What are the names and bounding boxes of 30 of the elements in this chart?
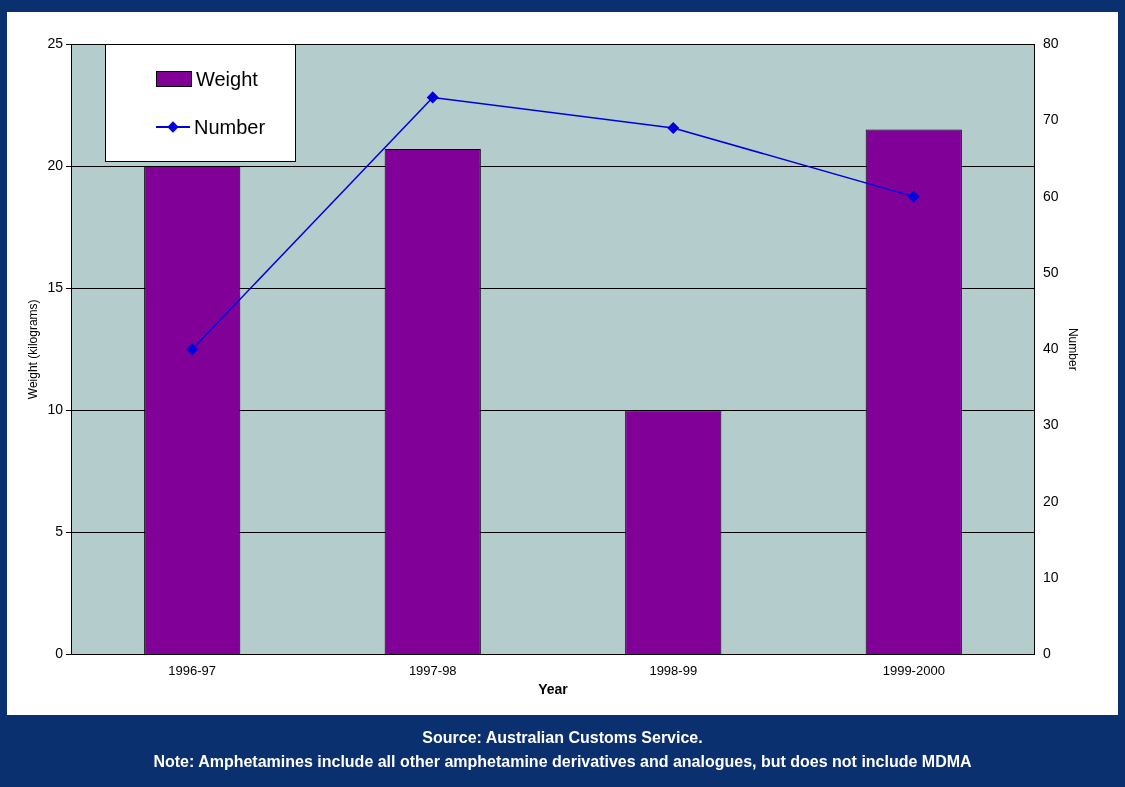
y2-tick-label: 20 (1043, 492, 1059, 509)
source-note: Source: Australian Customs Service. (421, 728, 704, 748)
y2-tick-label: 50 (1043, 263, 1059, 280)
y2-tick-label: 60 (1043, 187, 1059, 204)
y-tick-label: 0 (55, 645, 64, 662)
y2-tick-label: 30 (1043, 416, 1059, 433)
x-tick-label: 1999-2000 (882, 662, 945, 678)
x-axis-title: Year (538, 681, 569, 698)
x-tick-label: 1996-97 (168, 662, 217, 678)
x-tick-label: 1997-98 (408, 662, 457, 678)
point (426, 91, 439, 104)
legend-label: Number (193, 115, 266, 139)
y-axis-title: Weight (kilograms) (25, 299, 40, 400)
legend-label: Weight (195, 67, 258, 91)
y-tick-label: 20 (47, 156, 64, 173)
x-tick-label: 1998-99 (649, 662, 698, 678)
text: Note: Amphetamines include all other amphetamine derivatives and analogues, but does not include MDMA (152, 752, 973, 772)
y-tick-label: 25 (47, 34, 64, 51)
y-tick-label: 10 (47, 401, 64, 418)
y2-tick-label: 10 (1043, 569, 1059, 586)
y2-tick-label: 0 (1043, 645, 1052, 662)
point (908, 190, 920, 203)
y2-tick-label: 70 (1043, 111, 1059, 128)
y2-tick-label: 40 (1043, 340, 1059, 357)
y-tick-label: 5 (55, 523, 64, 540)
y-tick-label: 15 (47, 279, 64, 296)
y2-tick-label: 80 (1043, 34, 1059, 51)
point (667, 122, 680, 134)
y2-axis-title: Number (1066, 327, 1081, 371)
point (186, 343, 198, 356)
